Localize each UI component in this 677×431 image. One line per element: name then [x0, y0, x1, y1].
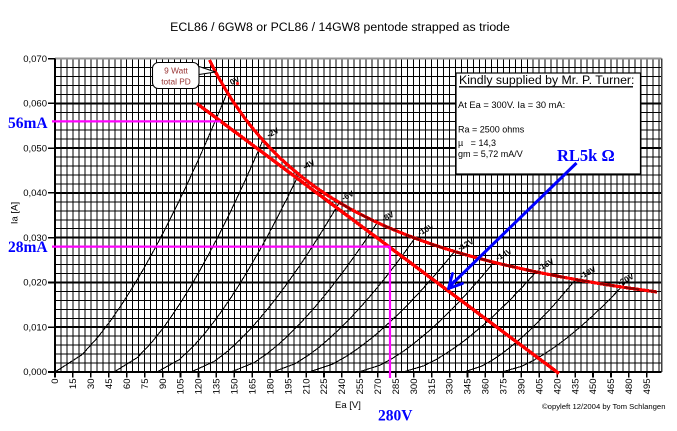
svg-text:0,070: 0,070	[23, 54, 47, 65]
svg-text:225: 225	[319, 379, 330, 395]
svg-text:90: 90	[158, 379, 169, 390]
svg-text:120: 120	[194, 379, 205, 395]
svg-text:RL5k Ω: RL5k Ω	[557, 146, 615, 165]
svg-text:450: 450	[588, 379, 599, 395]
svg-text:150: 150	[230, 379, 241, 395]
svg-text:0,010: 0,010	[23, 322, 47, 333]
svg-text:total PD: total PD	[161, 77, 191, 87]
svg-text:465: 465	[606, 379, 617, 395]
svg-text:©opyleft 12/2004 by Tom Schlan: ©opyleft 12/2004 by Tom Schlangen	[542, 402, 665, 411]
svg-text:45: 45	[104, 379, 115, 390]
svg-text:30: 30	[86, 379, 97, 390]
svg-text:µ = 14,3: µ = 14,3	[458, 138, 496, 148]
svg-text:ECL86 / 6GW8 or PCL86 / 14GW8: ECL86 / 6GW8 or PCL86 / 14GW8 pentode st…	[170, 20, 510, 34]
svg-text:420: 420	[552, 379, 563, 395]
svg-text:0,000: 0,000	[23, 367, 47, 378]
svg-text:195: 195	[283, 379, 294, 395]
svg-text:330: 330	[445, 379, 456, 395]
svg-text:0,040: 0,040	[23, 188, 47, 199]
svg-text:165: 165	[248, 379, 259, 395]
svg-text:0,030: 0,030	[23, 233, 47, 244]
svg-text:56mA: 56mA	[8, 115, 48, 132]
svg-text:0,050: 0,050	[23, 143, 47, 154]
svg-text:405: 405	[534, 379, 545, 395]
svg-text:gm = 5,72 mA/V: gm = 5,72 mA/V	[458, 149, 523, 159]
svg-text:280V: 280V	[378, 408, 413, 425]
svg-text:60: 60	[122, 379, 133, 390]
svg-text:75: 75	[140, 379, 151, 390]
svg-text:480: 480	[624, 379, 635, 395]
svg-text:Ra = 2500 ohms: Ra = 2500 ohms	[458, 125, 525, 135]
svg-text:105: 105	[176, 379, 187, 395]
svg-text:0,020: 0,020	[23, 278, 47, 289]
svg-text:Ea [V]: Ea [V]	[335, 400, 361, 411]
svg-text:0: 0	[50, 379, 61, 384]
svg-text:375: 375	[499, 379, 510, 395]
svg-text:0,060: 0,060	[23, 99, 47, 110]
svg-text:210: 210	[301, 379, 312, 395]
svg-text:270: 270	[373, 379, 384, 395]
svg-text:300: 300	[409, 379, 420, 395]
svg-text:315: 315	[427, 379, 438, 395]
svg-text:Ia [A]: Ia [A]	[10, 202, 21, 224]
svg-text:360: 360	[481, 379, 492, 395]
svg-text:345: 345	[463, 379, 474, 395]
svg-text:9 Watt: 9 Watt	[164, 66, 188, 76]
svg-text:Kindly supplied by Mr. P. Turn: Kindly supplied by Mr. P. Turner:	[459, 73, 634, 87]
svg-text:435: 435	[570, 379, 581, 395]
svg-text:15: 15	[68, 379, 79, 390]
svg-text:240: 240	[337, 379, 348, 395]
svg-text:285: 285	[391, 379, 402, 395]
svg-text:28mA: 28mA	[8, 239, 48, 256]
svg-text:180: 180	[265, 379, 276, 395]
svg-text:495: 495	[642, 379, 653, 395]
svg-text:390: 390	[517, 379, 528, 395]
svg-text:At Ea = 300V. Ia = 30 mA:: At Ea = 300V. Ia = 30 mA:	[458, 100, 565, 110]
svg-text:135: 135	[212, 379, 223, 395]
svg-text:255: 255	[355, 379, 366, 395]
